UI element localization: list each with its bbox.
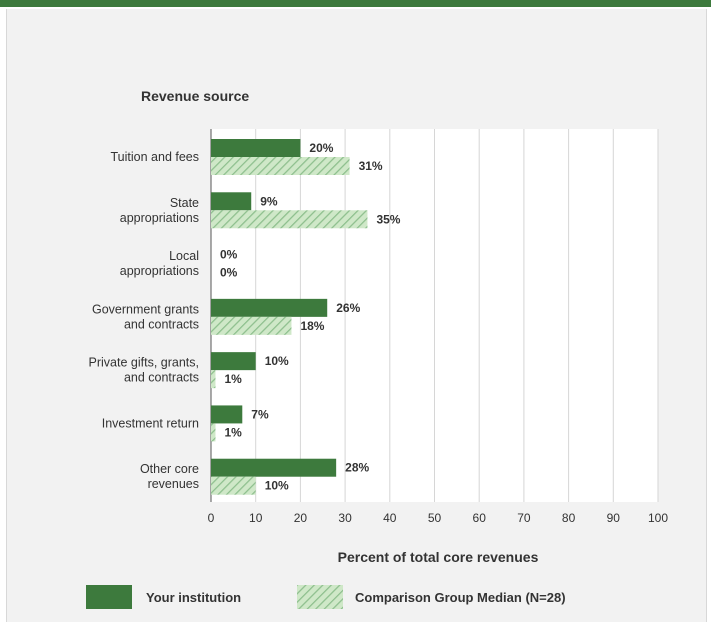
category-label: Government grants and contracts bbox=[92, 302, 199, 331]
legend-swatch-your-institution bbox=[86, 585, 132, 609]
bar-your-institution bbox=[211, 458, 337, 477]
data-label: 1% bbox=[224, 425, 242, 439]
data-label: 7% bbox=[251, 407, 269, 421]
plot-area: 0 10 20 30 40 50 60 70 80 90 100 Tuition and fees 20… bbox=[89, 129, 668, 525]
category-label: State appropriations bbox=[120, 196, 199, 225]
bar-your-institution bbox=[211, 192, 252, 211]
bar-comparison-median bbox=[211, 370, 216, 389]
x-tick-label: 70 bbox=[517, 511, 531, 525]
data-label: 31% bbox=[359, 159, 383, 173]
data-label: 26% bbox=[336, 301, 360, 315]
data-label: 9% bbox=[260, 194, 278, 208]
x-tick-label: 90 bbox=[607, 511, 621, 525]
category-label: Tuition and fees bbox=[111, 150, 199, 164]
x-tick-label: 0 bbox=[208, 511, 215, 525]
x-tick-label: 20 bbox=[294, 511, 308, 525]
chart-header: Revenue source bbox=[141, 88, 249, 104]
legend-label-comparison-median: Comparison Group Median (N=28) bbox=[355, 590, 566, 605]
x-tick-label: 60 bbox=[473, 511, 487, 525]
data-label: 10% bbox=[265, 479, 289, 493]
x-axis-title: Percent of total core revenues bbox=[338, 549, 539, 565]
x-tick-label: 40 bbox=[383, 511, 397, 525]
revenue-chart: Revenue source 0 10 20 30 40 50 60 70 80 90 100 Tui… bbox=[86, 88, 668, 609]
data-label: 0% bbox=[220, 266, 238, 280]
bar-comparison-median bbox=[211, 316, 292, 335]
data-label: 35% bbox=[376, 212, 400, 226]
x-tick-label: 80 bbox=[562, 511, 576, 525]
legend-label-your-institution: Your institution bbox=[146, 590, 241, 605]
x-tick-label: 100 bbox=[648, 511, 668, 525]
bar-your-institution bbox=[211, 139, 301, 157]
bar-comparison-median bbox=[211, 476, 256, 495]
category-label: Local appropriations bbox=[120, 249, 199, 278]
data-label: 18% bbox=[300, 319, 324, 333]
bar-comparison-median bbox=[211, 157, 350, 175]
category-label: Investment return bbox=[102, 416, 199, 430]
x-tick-label: 10 bbox=[249, 511, 263, 525]
top-accent-bar bbox=[0, 0, 711, 7]
bar-your-institution bbox=[211, 352, 256, 371]
data-label: 0% bbox=[220, 248, 238, 262]
legend: Your institution Comparison Group Median … bbox=[86, 585, 566, 609]
legend-swatch-comparison-median bbox=[297, 585, 343, 609]
data-label: 10% bbox=[265, 354, 289, 368]
category-label: Private gifts, grants, and contracts bbox=[89, 356, 199, 385]
bar-your-institution bbox=[211, 298, 328, 317]
data-label: 1% bbox=[224, 372, 242, 386]
bar-comparison-median bbox=[211, 423, 216, 442]
x-tick-label: 30 bbox=[338, 511, 352, 525]
chart-panel: Revenue source 0 10 20 30 40 50 60 70 80 90 100 Tui… bbox=[6, 9, 707, 622]
x-tick-label: 50 bbox=[428, 511, 442, 525]
bar-your-institution bbox=[211, 405, 243, 424]
category-label: Other core revenues bbox=[140, 462, 199, 491]
data-label: 28% bbox=[345, 461, 369, 475]
data-label: 20% bbox=[309, 141, 333, 155]
bar-comparison-median bbox=[211, 210, 368, 229]
